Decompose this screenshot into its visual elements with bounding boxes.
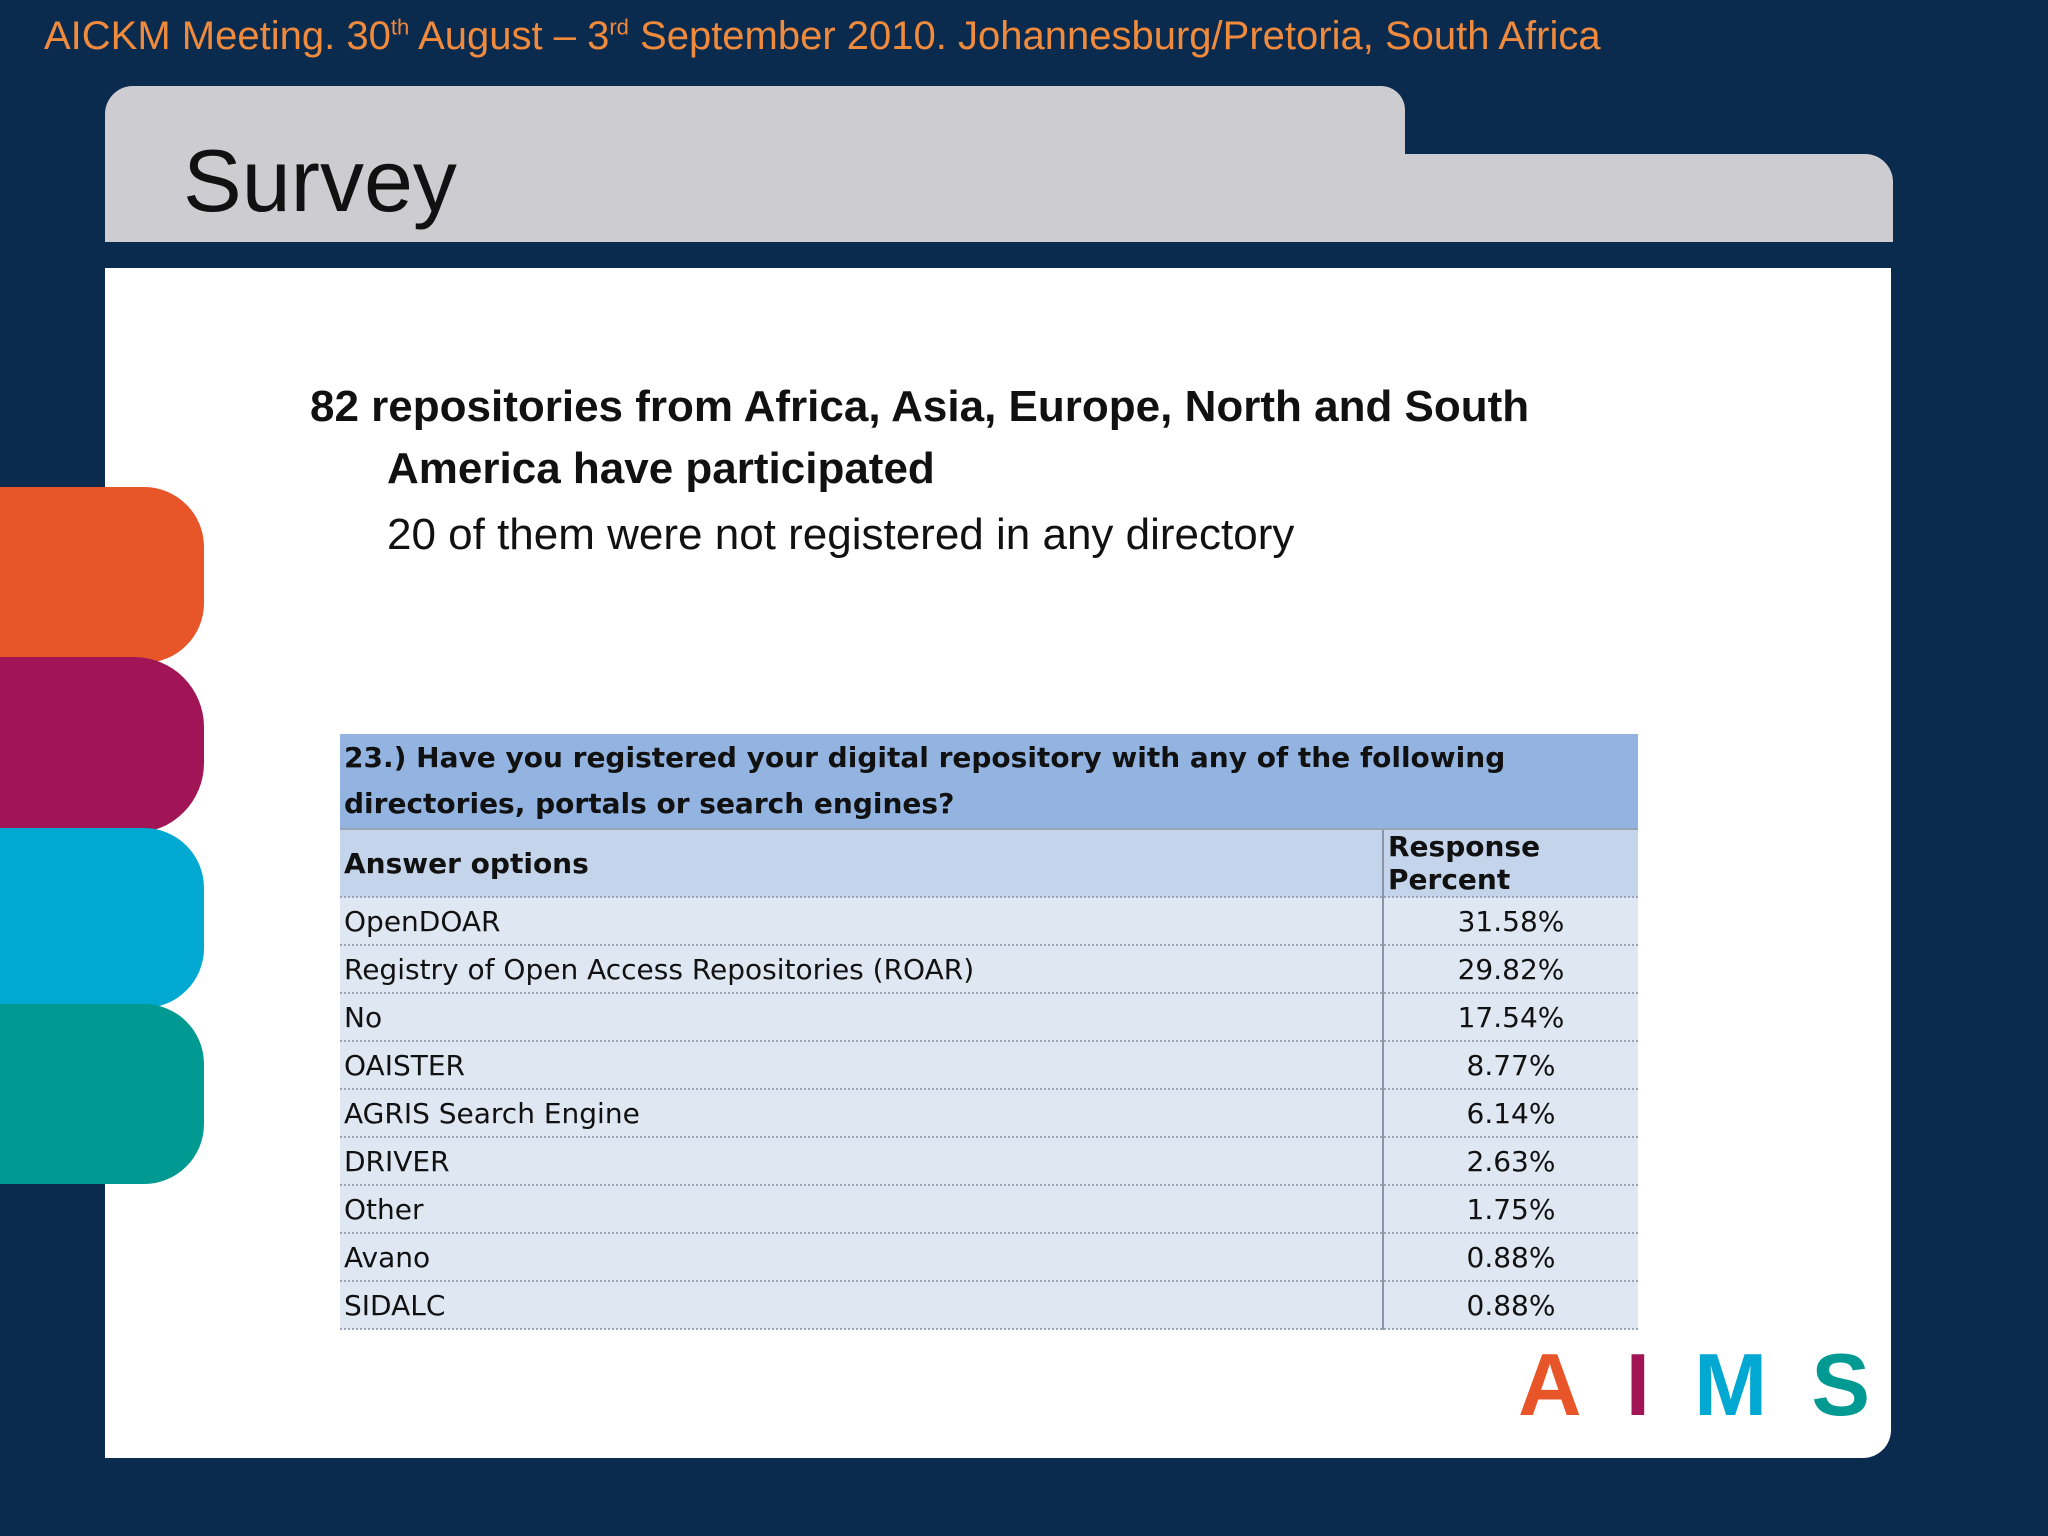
logo-letter-a: A <box>1518 1335 1626 1434</box>
response-percent: 29.82% <box>1382 945 1638 994</box>
title-tab-background <box>105 86 1405 242</box>
table-row: Other 1.75% <box>340 1185 1638 1234</box>
logo-letter-s: S <box>1811 1335 1915 1434</box>
question-text: 23.) Have you registered your digital re… <box>340 734 1638 830</box>
conference-header: AICKM Meeting. 30th August – 3rd Septemb… <box>44 14 1601 59</box>
table-row: OpenDOAR 31.58% <box>340 897 1638 946</box>
table-row: No 17.54% <box>340 993 1638 1042</box>
header-part-1: AICKM Meeting. 30 <box>44 14 391 58</box>
table-row: AGRIS Search Engine 6.14% <box>340 1089 1638 1138</box>
answer-option: Registry of Open Access Repositories (RO… <box>340 945 1383 994</box>
header-part-3: September 2010. Johannesburg/Pretoria, S… <box>628 14 1601 58</box>
logo-letter-m: M <box>1694 1335 1812 1434</box>
table-row: SIDALC 0.88% <box>340 1281 1638 1330</box>
decorative-tab-orange <box>0 487 204 663</box>
decorative-tab-cyan <box>0 828 204 1008</box>
header-sup-1: th <box>390 14 410 40</box>
survey-table: 23.) Have you registered your digital re… <box>340 734 1638 1330</box>
response-percent: 6.14% <box>1382 1089 1638 1138</box>
table-row: DRIVER 2.63% <box>340 1137 1638 1186</box>
answer-option: DRIVER <box>340 1137 1383 1186</box>
header-answer-options: Answer options <box>340 829 1383 898</box>
bullet-repositories-line-1: 82 repositories from Africa, Asia, Europ… <box>310 382 1530 431</box>
answer-option: No <box>340 993 1383 1042</box>
aims-logo: AIMS <box>1518 1334 1914 1436</box>
table-row: Registry of Open Access Repositories (RO… <box>340 945 1638 994</box>
slide-title: Survey <box>183 131 457 230</box>
bullet-repositories-line-2: America have participated <box>387 444 935 493</box>
response-percent: 17.54% <box>1382 993 1638 1042</box>
header-part-2: August – 3 <box>409 14 610 58</box>
header-sup-2: rd <box>609 14 629 40</box>
answer-option: AGRIS Search Engine <box>340 1089 1383 1138</box>
table-row: Avano 0.88% <box>340 1233 1638 1282</box>
decorative-tab-magenta <box>0 657 204 833</box>
header-row: Answer options Response Percent <box>340 829 1638 898</box>
answer-option: OpenDOAR <box>340 897 1383 946</box>
response-percent: 0.88% <box>1382 1233 1638 1282</box>
answer-option: Avano <box>340 1233 1383 1282</box>
bullet-not-registered: 20 of them were not registered in any di… <box>387 510 1295 559</box>
table-row: OAISTER 8.77% <box>340 1041 1638 1090</box>
response-percent: 8.77% <box>1382 1041 1638 1090</box>
bullet-repositories: 82 repositories from Africa, Asia, Europ… <box>310 376 1610 500</box>
response-percent: 2.63% <box>1382 1137 1638 1186</box>
answer-option: SIDALC <box>340 1281 1383 1330</box>
answer-option: OAISTER <box>340 1041 1383 1090</box>
answer-option: Other <box>340 1185 1383 1234</box>
logo-letter-i: I <box>1625 1335 1695 1434</box>
question-row: 23.) Have you registered your digital re… <box>340 734 1638 830</box>
response-percent: 1.75% <box>1382 1185 1638 1234</box>
header-response-percent: Response Percent <box>1382 829 1638 898</box>
response-percent: 31.58% <box>1382 897 1638 946</box>
response-percent: 0.88% <box>1382 1281 1638 1330</box>
decorative-tab-teal <box>0 1004 204 1184</box>
title-tab-extension <box>1398 154 1893 242</box>
